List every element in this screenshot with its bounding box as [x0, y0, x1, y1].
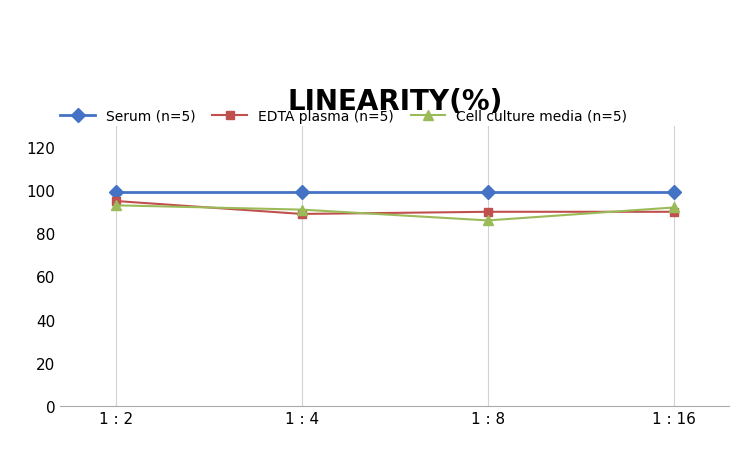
EDTA plasma (n=5) [484, 210, 493, 215]
Line: Cell culture media (n=5): Cell culture media (n=5) [111, 201, 678, 226]
Cell culture media (n=5) [484, 218, 493, 224]
Cell culture media (n=5) [111, 203, 120, 208]
Line: Serum (n=5): Serum (n=5) [111, 188, 678, 198]
Cell culture media (n=5) [669, 205, 678, 211]
Line: EDTA plasma (n=5): EDTA plasma (n=5) [112, 198, 678, 219]
Serum (n=5) [669, 190, 678, 196]
Serum (n=5) [484, 190, 493, 196]
Serum (n=5) [111, 190, 120, 196]
Serum (n=5) [297, 190, 306, 196]
EDTA plasma (n=5) [297, 212, 306, 217]
EDTA plasma (n=5) [669, 210, 678, 215]
Legend: Serum (n=5), EDTA plasma (n=5), Cell culture media (n=5): Serum (n=5), EDTA plasma (n=5), Cell cul… [60, 110, 627, 124]
Title: LINEARITY(%): LINEARITY(%) [287, 87, 502, 115]
EDTA plasma (n=5) [111, 199, 120, 204]
Cell culture media (n=5) [297, 207, 306, 213]
